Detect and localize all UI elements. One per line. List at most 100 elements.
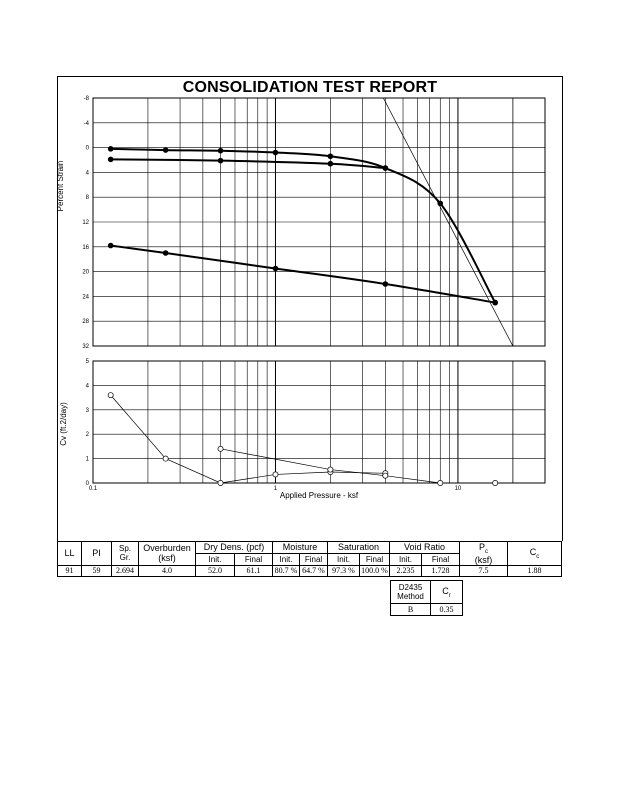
void-init-value: 2.235 (389, 564, 422, 577)
x-axis-label: Applied Pressure - ksf (280, 491, 359, 500)
strain-data-point (437, 200, 444, 207)
cv-data-point (327, 466, 334, 473)
strain-data-point (107, 146, 114, 152)
void-init-header: Init. (389, 552, 422, 566)
method-table: D2435 Method Cr B 0.35 (390, 580, 463, 616)
cv-data-point (107, 392, 114, 399)
strain-data-point (217, 147, 224, 154)
strain-curve-2 (110, 158, 386, 170)
pc-header-symbol: P (478, 542, 485, 552)
pc-header-subscript: c (485, 548, 488, 555)
strain-y-tick-label: 16 (82, 245, 89, 251)
method-value: B (390, 603, 431, 616)
x-tick-label: 0.1 (89, 486, 98, 492)
strain-curve-3 (110, 244, 496, 304)
strain-y-tick-label: 20 (82, 270, 89, 276)
strain-y-tick-label: 0 (86, 146, 90, 152)
overburden-header-line1: Overburden (143, 543, 191, 554)
strain-y-tick-label: 24 (82, 294, 89, 300)
moist-final-value: 64.7 % (299, 564, 328, 577)
properties-table: LL PI Sp. Gr. Overburden (ksf) Dry Dens.… (57, 541, 562, 577)
moisture-header: Moisture (272, 541, 328, 554)
pc-header: Pc (ksf) (459, 541, 508, 566)
strain-data-point (162, 147, 169, 153)
strain-data-point (272, 149, 279, 156)
cr-header-subscript: r (448, 592, 451, 599)
strain-data-point (107, 156, 114, 163)
dry-final-value: 61.1 (234, 564, 273, 577)
cv-data-point (272, 471, 279, 478)
cc-header-subscript: c (536, 553, 540, 560)
strain-y-tick-label: -4 (84, 121, 90, 127)
moist-final-header: Final (299, 552, 328, 566)
method-header-line1: D2435 (398, 583, 423, 592)
report-frame (57, 76, 563, 541)
overburden-header-line2: (ksf) (158, 553, 176, 564)
strain-axis-label: Percent Strain (56, 161, 65, 212)
pc-header-unit: (ksf) (474, 554, 493, 565)
overburden-value: 4.0 (138, 564, 196, 577)
strain-curve-1 (110, 147, 497, 304)
strain-data-point (217, 157, 224, 164)
cc-value: 1.88 (507, 564, 562, 577)
strain-data-point (382, 281, 389, 287)
strain-y-tick-label: -8 (84, 96, 90, 102)
method-header: D2435 Method (390, 580, 431, 604)
strain-y-tick-label: 28 (82, 319, 89, 325)
x-tick-label: 1 (274, 486, 278, 492)
cv-data-point (382, 472, 389, 479)
strain-y-tick-label: 8 (86, 195, 90, 201)
dry-density-header: Dry Dens. (pcf) (195, 541, 273, 554)
cv-line-2 (220, 448, 496, 484)
cc-header-symbol: C (529, 547, 537, 557)
ll-header: LL (57, 541, 82, 566)
strain-grid: -8 -4 0 4 8 12 16 20 24 28 32 (82, 96, 546, 350)
strain-data-point (327, 153, 334, 160)
sat-final-value: 100.0 % (359, 564, 390, 577)
pi-value: 59 (81, 564, 112, 577)
strain-data-point (382, 165, 389, 171)
cr-header: Cr (430, 580, 463, 604)
cr-header-symbol: C (442, 585, 449, 596)
strain-data-point (162, 250, 169, 256)
cv-axis-label: Cv (ft.2/day) (59, 402, 68, 446)
cv-y-tick-label: 2 (86, 432, 90, 438)
pc-value: 7.5 (459, 564, 508, 577)
cv-data-point (437, 480, 444, 486)
strain-data-point (272, 265, 279, 272)
method-header-line2: Method (397, 592, 424, 601)
strain-data-point (492, 299, 498, 306)
overburden-header: Overburden (ksf) (138, 541, 196, 566)
cv-data-point (162, 455, 169, 462)
cv-y-tick-label: 1 (86, 457, 90, 463)
cv-grid: 0 1 2 3 4 5 0.1 1 10 (86, 359, 546, 492)
cv-y-tick-label: 5 (86, 359, 90, 365)
sat-final-header: Final (359, 552, 390, 566)
strain-plot (107, 98, 514, 346)
cv-line-1 (110, 394, 386, 484)
moist-init-header: Init. (272, 552, 300, 566)
spgr-header: Sp. Gr. (111, 541, 139, 566)
cv-data-point (217, 480, 224, 486)
strain-y-tick-label: 32 (82, 344, 89, 350)
dry-final-header: Final (234, 552, 273, 566)
strain-data-point (107, 242, 114, 249)
cv-y-tick-label: 3 (86, 408, 90, 414)
report-title: CONSOLIDATION TEST REPORT (182, 79, 438, 96)
cv-data-point (492, 480, 499, 486)
spgr-header-line1: Sp. (118, 544, 131, 554)
x-tick-label: 10 (455, 486, 462, 492)
cc-header: Cc (507, 541, 562, 566)
saturation-header: Saturation (327, 541, 390, 554)
dry-init-value: 52.0 (195, 564, 235, 577)
sat-init-header: Init. (327, 552, 360, 566)
void-final-header: Final (421, 552, 460, 566)
cv-plot (107, 392, 499, 486)
strain-y-tick-label: 12 (82, 220, 89, 226)
moist-init-value: 80.7 % (272, 564, 300, 577)
spgr-value: 2.694 (111, 564, 139, 577)
spgr-header-line2: Gr. (119, 553, 131, 563)
dry-init-header: Init. (195, 552, 235, 566)
cv-data-point (217, 445, 224, 452)
